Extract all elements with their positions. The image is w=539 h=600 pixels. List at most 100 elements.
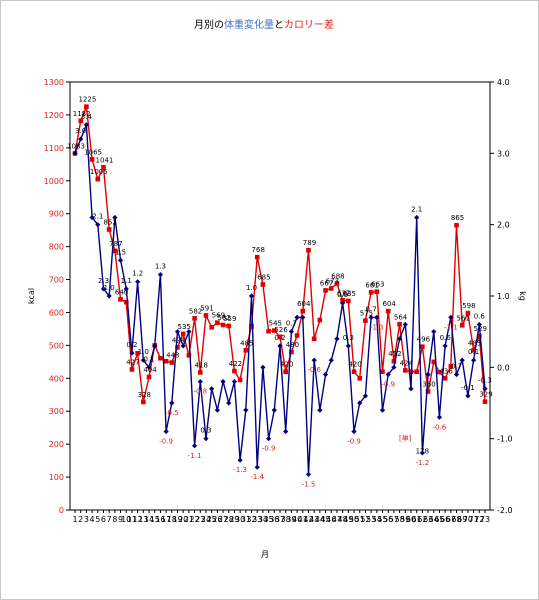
series-point-1 — [436, 414, 443, 420]
series-point-0 — [283, 369, 288, 375]
x-tick-label: 4 — [90, 515, 95, 524]
right-axis-label: kg — [518, 291, 527, 301]
data-label-kg: -0.9 — [159, 438, 173, 446]
series-point-1 — [357, 400, 363, 406]
left-tick-label: 400 — [49, 374, 64, 383]
data-label-kg: 1.5 — [115, 248, 126, 256]
right-tick-label: 4.0 — [497, 78, 510, 87]
x-tick-label: 26 — [212, 515, 222, 524]
series-point-0 — [186, 352, 192, 358]
series-point-0 — [106, 227, 112, 232]
chart-annotation: [単] — [399, 434, 412, 443]
series-point-1 — [288, 329, 294, 335]
x-tick-label: 66 — [440, 515, 450, 524]
series-point-0 — [209, 324, 214, 330]
left-tick-label: 0 — [59, 506, 64, 515]
data-label-kcal: 562 — [217, 314, 230, 322]
series-point-0 — [363, 318, 368, 323]
series-point-0 — [448, 364, 454, 369]
right-tick-label: 0.0 — [497, 363, 510, 372]
series-point-1 — [237, 457, 243, 463]
series-point-1 — [129, 350, 135, 356]
x-tick-label: 31 — [241, 515, 251, 524]
series-point-0 — [101, 164, 106, 170]
series-point-1 — [203, 436, 209, 442]
data-label-kg: 0.3 — [200, 427, 211, 435]
series-point-1 — [78, 136, 84, 142]
series-point-1 — [283, 428, 289, 435]
series-point-1 — [243, 407, 249, 413]
data-label-kg: -0.3 — [478, 377, 492, 385]
series-point-0 — [197, 370, 203, 375]
series-point-0 — [385, 308, 391, 314]
series-point-1 — [146, 364, 152, 370]
x-tick-label: 44 — [315, 515, 325, 524]
series-point-1 — [442, 343, 448, 349]
series-point-1 — [391, 364, 397, 370]
x-tick-label: 72 — [474, 515, 484, 524]
series-point-1 — [294, 314, 300, 320]
right-tick-label: 2.0 — [497, 221, 510, 230]
x-tick-label: 71 — [469, 515, 479, 524]
series-point-0 — [414, 369, 419, 375]
data-label-kg: -1.2 — [416, 459, 430, 467]
x-tick-label: 34 — [258, 515, 268, 524]
series-point-0 — [112, 248, 118, 254]
series-point-1 — [123, 286, 129, 292]
x-tick-label: 62 — [417, 515, 427, 524]
data-label-kg: 1.0 — [246, 284, 257, 292]
series-point-1 — [396, 336, 403, 342]
chart-title-part: と — [274, 19, 284, 31]
data-label-kcal: 667 — [320, 279, 333, 287]
chart-annotation: 178 — [416, 447, 429, 455]
left-tick-label: 500 — [49, 341, 64, 350]
x-tick-label: 64 — [429, 515, 439, 524]
data-label-kg: -0.8 — [193, 388, 207, 396]
data-label-kg: 0.1 — [143, 355, 154, 363]
data-label-kg: 1.0 — [104, 284, 115, 292]
data-label-kcal: 424 — [400, 359, 414, 367]
right-tick-label: 3.0 — [497, 149, 510, 158]
data-label-kcal: 637 — [337, 289, 350, 297]
data-label-kcal: 673 — [326, 277, 339, 285]
x-tick-label: 35 — [264, 515, 274, 524]
series-point-1 — [311, 357, 317, 363]
data-labels: 1083 1182 1225 1065 1005 1041 852 787 640 427 328 4… — [67, 96, 493, 489]
data-label-kg: 0.7 — [286, 320, 297, 328]
series-point-0 — [402, 368, 408, 373]
data-label-kg: 1.3 — [155, 263, 166, 271]
x-tick-label: 49 — [343, 515, 353, 524]
series-point-0 — [391, 358, 397, 364]
series-point-1 — [385, 371, 391, 378]
x-tick-label: 22 — [189, 515, 199, 524]
data-label-kcal: 436 — [439, 367, 453, 375]
data-label-kg: -0.9 — [347, 438, 361, 446]
data-label-kg: -0.5 — [165, 409, 179, 417]
series-point-0 — [203, 313, 209, 318]
x-tick-label: 18 — [167, 515, 177, 524]
x-tick-label: 48 — [338, 515, 348, 524]
series-point-1 — [465, 393, 471, 399]
x-tick-label: 40 — [292, 515, 302, 524]
data-label-kcal: 787 — [109, 240, 122, 248]
data-label-kcal: 582 — [189, 307, 202, 315]
series-point-1 — [106, 293, 112, 299]
data-label-kcal: 1083 — [67, 142, 85, 150]
data-label-kg: -0.6 — [307, 366, 321, 374]
series-point-1 — [471, 357, 477, 363]
series-point-0 — [397, 322, 402, 327]
series-point-0 — [306, 247, 311, 253]
series-point-1 — [174, 329, 181, 335]
left-tick-label: 200 — [49, 440, 64, 449]
series-point-1 — [453, 371, 460, 378]
data-label-kcal: 1182 — [73, 110, 91, 118]
series-point-1 — [163, 428, 169, 435]
series-point-0 — [260, 282, 266, 287]
x-tick-label: 53 — [366, 515, 376, 524]
data-label-kcal: 564 — [394, 313, 408, 321]
x-tick-label: 41 — [298, 515, 308, 524]
data-label-kcal: 604 — [297, 300, 311, 308]
chart-title-part: 月別の — [194, 19, 224, 31]
series-point-1 — [431, 329, 437, 335]
